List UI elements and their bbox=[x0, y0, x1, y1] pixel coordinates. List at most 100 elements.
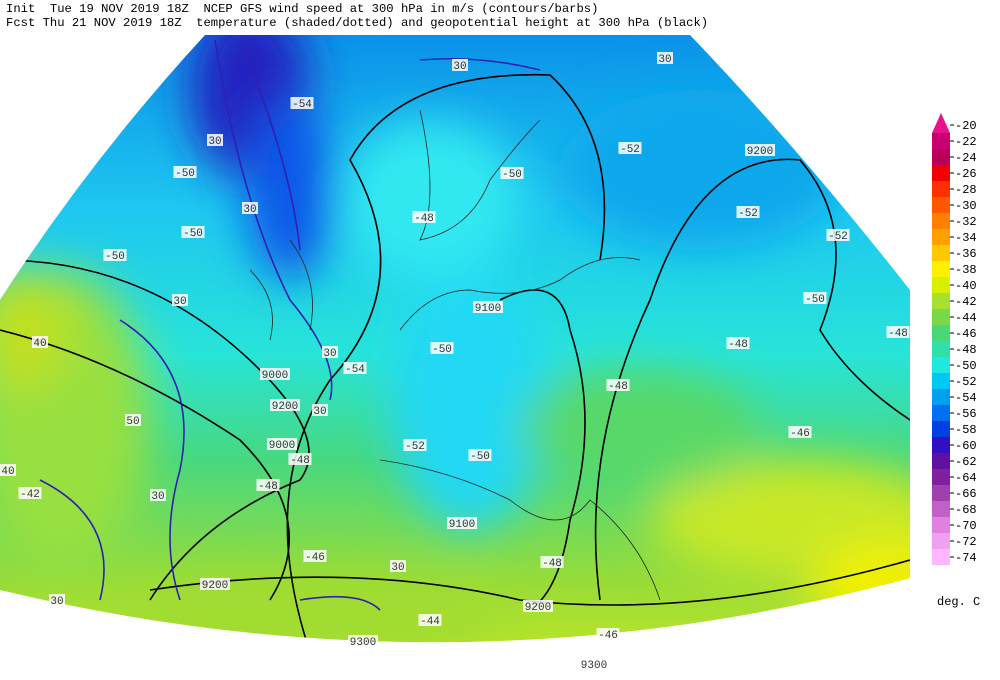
map-label: 30 bbox=[323, 348, 336, 360]
map-label: -42 bbox=[20, 489, 40, 501]
label-box bbox=[618, 142, 642, 154]
map-label: 9100 bbox=[449, 519, 475, 531]
colorbar-label: -34 bbox=[955, 231, 977, 245]
colorbar-swatch bbox=[932, 421, 950, 437]
colorbar-swatch bbox=[932, 309, 950, 325]
colorbar-label: -70 bbox=[955, 519, 977, 533]
map-label: -46 bbox=[598, 630, 618, 642]
colorbar-swatch bbox=[932, 405, 950, 421]
label-box bbox=[412, 211, 436, 223]
label-box bbox=[500, 167, 524, 179]
colorbar-swatch bbox=[932, 389, 950, 405]
map-label: -48 bbox=[290, 455, 310, 467]
map-label: -44 bbox=[420, 616, 440, 628]
label-box bbox=[103, 249, 127, 261]
label-box bbox=[242, 202, 258, 214]
colorbar-label: -20 bbox=[955, 119, 977, 133]
colorbar-swatch bbox=[932, 293, 950, 309]
map-label: 9000 bbox=[262, 370, 288, 382]
colorbar-swatch bbox=[932, 517, 950, 533]
colorbar-swatch bbox=[932, 245, 950, 261]
map-label: 30 bbox=[313, 406, 326, 418]
label-box bbox=[322, 346, 338, 358]
colorbar-swatch bbox=[932, 149, 950, 165]
label-box bbox=[452, 59, 468, 71]
colorbar-label: -46 bbox=[955, 327, 977, 341]
label-box bbox=[430, 342, 454, 354]
map-label: -48 bbox=[414, 213, 434, 225]
colorbar-swatch bbox=[932, 485, 950, 501]
colorbar-label: -24 bbox=[955, 151, 977, 165]
colorbar-swatch bbox=[932, 197, 950, 213]
map-label: 30 bbox=[208, 136, 221, 148]
colorbar-label: -28 bbox=[955, 183, 977, 197]
colorbar-label: -66 bbox=[955, 487, 977, 501]
label-box bbox=[270, 399, 300, 411]
label-box bbox=[303, 550, 327, 562]
colorbar-swatch bbox=[932, 469, 950, 485]
colorbar-label: -68 bbox=[955, 503, 977, 517]
map-label: 30 bbox=[50, 596, 63, 608]
label-box bbox=[418, 614, 442, 626]
colorbar-swatch bbox=[932, 213, 950, 229]
fcst-line: Fcst Thu 21 NOV 2019 18Z temperature (sh… bbox=[6, 16, 709, 30]
map-label: -52 bbox=[620, 144, 640, 156]
colorbar-label: -30 bbox=[955, 199, 977, 213]
map-label: -50 bbox=[105, 251, 125, 263]
colorbar-swatch bbox=[932, 437, 950, 453]
colorbar-label: -58 bbox=[955, 423, 977, 437]
colorbar-swatch bbox=[932, 165, 950, 181]
label-box bbox=[343, 362, 367, 374]
map-label: 9300 bbox=[350, 637, 376, 649]
colorbar-label: -54 bbox=[955, 391, 977, 405]
label-box bbox=[312, 404, 328, 416]
colorbar-label: -52 bbox=[955, 375, 977, 389]
label-box bbox=[181, 226, 205, 238]
map-label: -48 bbox=[888, 328, 908, 340]
colorbar-swatch bbox=[932, 261, 950, 277]
label-box bbox=[125, 414, 141, 426]
label-box bbox=[288, 453, 312, 465]
map-label: 9200 bbox=[272, 401, 298, 413]
map-label: -54 bbox=[345, 364, 365, 376]
map-label: -52 bbox=[405, 441, 425, 453]
map-label: 30 bbox=[151, 491, 164, 503]
colorbar-swatch bbox=[932, 549, 950, 565]
label-box bbox=[596, 628, 620, 640]
map-label: -52 bbox=[738, 208, 758, 220]
label-box bbox=[32, 336, 48, 348]
colorbar-label: -36 bbox=[955, 247, 977, 261]
map-label: 30 bbox=[173, 296, 186, 308]
map-label: -50 bbox=[502, 169, 522, 181]
label-box bbox=[579, 658, 609, 670]
label-box bbox=[173, 166, 197, 178]
map-label: 40 bbox=[1, 466, 14, 478]
map-label: -48 bbox=[728, 339, 748, 351]
map-label: 50 bbox=[126, 416, 139, 428]
label-box bbox=[207, 134, 223, 146]
map-label: 9200 bbox=[525, 602, 551, 614]
label-box bbox=[172, 294, 188, 306]
label-box bbox=[886, 326, 910, 338]
colorbar-arrow bbox=[932, 113, 950, 133]
label-box bbox=[18, 487, 42, 499]
map-label: -50 bbox=[183, 228, 203, 240]
colorbar-label: -64 bbox=[955, 471, 977, 485]
map-label: -50 bbox=[470, 451, 490, 463]
label-box bbox=[49, 594, 65, 606]
map-label: 30 bbox=[243, 204, 256, 216]
map-label: -48 bbox=[258, 481, 278, 493]
map-label: -50 bbox=[805, 294, 825, 306]
colorbar-label: -44 bbox=[955, 311, 977, 325]
map-label: 40 bbox=[33, 338, 46, 350]
map-label: -52 bbox=[828, 231, 848, 243]
label-box bbox=[657, 52, 673, 64]
label-box bbox=[267, 438, 297, 450]
colorbar-swatch bbox=[932, 325, 950, 341]
colorbar-label: -40 bbox=[955, 279, 977, 293]
label-box bbox=[803, 292, 827, 304]
colorbar-label: -42 bbox=[955, 295, 977, 309]
colorbar-swatch bbox=[932, 501, 950, 517]
map-label: 9300 bbox=[581, 660, 607, 672]
